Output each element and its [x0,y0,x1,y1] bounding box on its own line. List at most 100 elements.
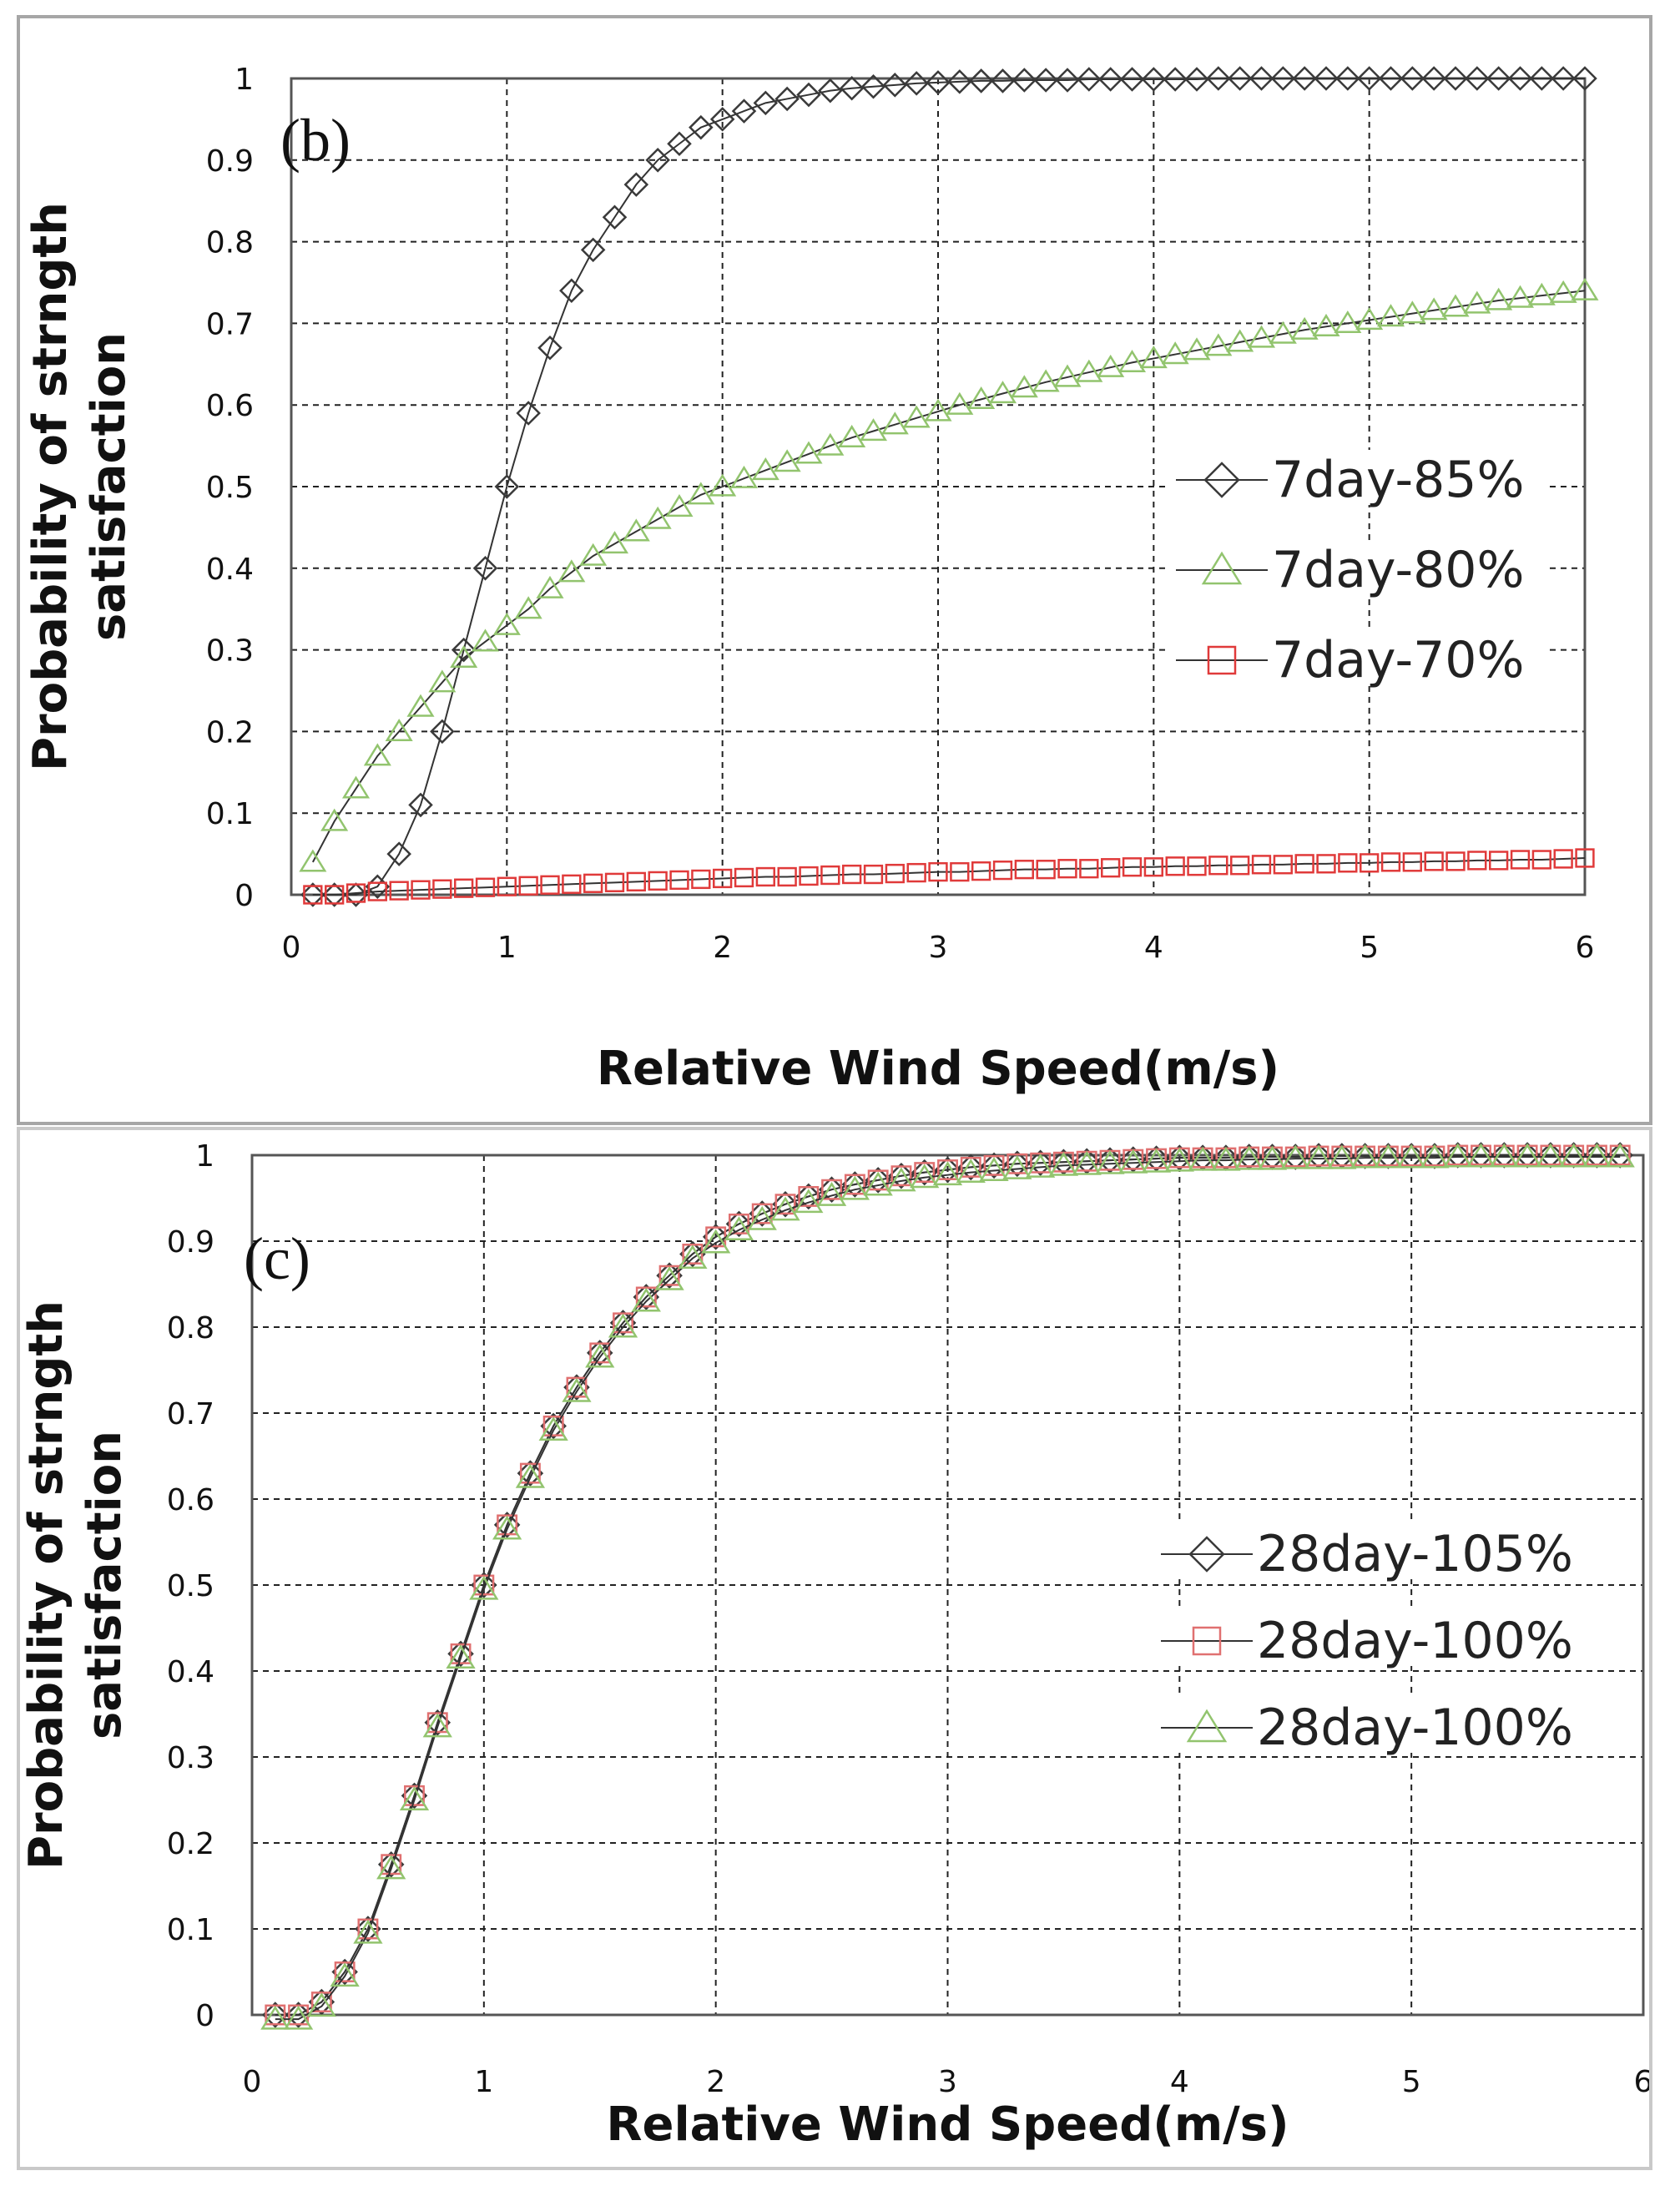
b-series-0-point [839,75,865,101]
c-series-2-point [1026,1154,1056,1178]
c-series-2-point [1304,1144,1334,1169]
b-y-axis-title-line1: Probability of strngth [23,202,78,771]
c-legend-label-1: 28day-100% [1257,1612,1573,1670]
b-series-1-point [1506,285,1535,308]
b-series-line-1 [311,290,1586,863]
c-series-1-point [914,1162,936,1184]
b-series-0-point [667,131,692,157]
c-series-2-point [538,1416,568,1441]
c-series-0-point [1050,1149,1077,1176]
c-series-0-point [772,1190,799,1218]
b-series-2-point [303,885,323,905]
c-series-2-point [1605,1143,1635,1168]
c-series-2-point [608,1313,638,1338]
b-series-0-point [451,637,477,663]
c-series-1-point [751,1203,773,1224]
c-ytick-label: 0.5 [167,1569,214,1603]
b-series-2-point [1122,857,1143,877]
b-series-0-point [1292,66,1317,91]
b-series-2-point [691,869,711,890]
b-series-1-point [1117,349,1147,372]
c-series-0-point [865,1167,891,1194]
c-series-0-point [331,1958,358,1986]
b-series-1-point [1571,277,1599,300]
c-series-0-point [517,1460,544,1487]
c-series-2-point [1512,1143,1542,1168]
b-series-1-point [341,775,371,799]
b-series-2-point [583,873,603,893]
b-series-0-point [1378,66,1404,91]
b-series-1-point [1376,304,1405,327]
c-series-2-point [631,1287,661,1312]
c-series-2-point [979,1157,1009,1181]
b-xtick-label: 2 [713,931,732,965]
c-series-2-point [1118,1149,1148,1174]
c-series-2-point [353,1919,383,1944]
c-xtick-label: 2 [706,2065,725,2099]
b-series-2-point [540,875,560,895]
b-series-2-point [1273,855,1293,875]
b-series-1-point [1139,346,1168,369]
c-series-2-point [585,1343,615,1368]
b-series-2-point [518,876,538,896]
b-series-2-point [1402,852,1422,872]
c-series-0-point [377,1850,405,1878]
b-series-0-point [731,98,757,124]
b-series-0-point [408,792,433,818]
b-series-2-point [325,885,345,905]
b-series-0-point [1486,66,1511,91]
b-series-2-point [1360,853,1380,873]
b-series-2-point [1101,858,1121,878]
c-series-0-point [540,1412,567,1440]
b-series-1-point [1183,337,1211,361]
b-series-2-point [885,863,905,884]
c-ytick-label: 0.7 [167,1397,214,1431]
c-series-2-point [1048,1151,1079,1176]
b-series-0-point [1507,66,1533,91]
b-series-0-point [860,74,886,99]
b-series-1-point [859,418,888,442]
b-series-2-point [475,877,496,897]
b-series-0-point [753,90,779,116]
b-series-0-point [537,335,563,361]
c-series-0-point [981,1152,1007,1179]
c-series-0-point [795,1183,822,1210]
c-series-0-point [818,1176,845,1203]
b-xtick-label: 5 [1360,931,1379,965]
b-series-2-point [1057,859,1077,879]
b-series-0-point [774,86,800,112]
c-series-2-point [932,1161,963,1186]
c-series-1-point [821,1179,843,1200]
c-xtick-label: 4 [1170,2065,1189,2099]
c-series-2-point [446,1644,476,1669]
b-series-0-point [559,278,584,304]
b-series-2-point [992,861,1013,881]
b-series-2-point [971,861,991,881]
b-series-1-point [299,849,327,872]
c-legend-marker-0 [1188,1536,1225,1573]
c-xtick-label: 1 [474,2065,493,2099]
b-series-1-point [1161,341,1189,365]
c-series-0-point [401,1782,428,1810]
b-ytick-label: 0.4 [206,553,254,587]
c-series-2-point [1280,1144,1310,1169]
b-series-1-point [1247,325,1276,348]
c-series-2-point [260,2005,290,2030]
b-series-1-point [471,629,500,652]
c-series-2-point [1211,1146,1241,1171]
b-series-0-point [1400,66,1425,91]
c-ytick-label: 0.4 [167,1655,214,1689]
b-xtick-label: 0 [282,931,301,965]
b-series-line-2 [312,856,1586,896]
b-series-2-point [1380,852,1401,872]
b-series-0-point [1163,67,1188,92]
b-ytick-label: 0.1 [206,797,254,831]
c-series-2-point [1373,1143,1404,1169]
b-series-1-point [773,449,801,472]
b-series-1-point [665,494,694,517]
b-series-0-point [1335,66,1360,91]
b-series-1-point [1010,375,1038,398]
b-series-2-point [1014,860,1034,880]
b-series-0-point [1184,67,1209,92]
b-series-2-point [454,878,474,898]
